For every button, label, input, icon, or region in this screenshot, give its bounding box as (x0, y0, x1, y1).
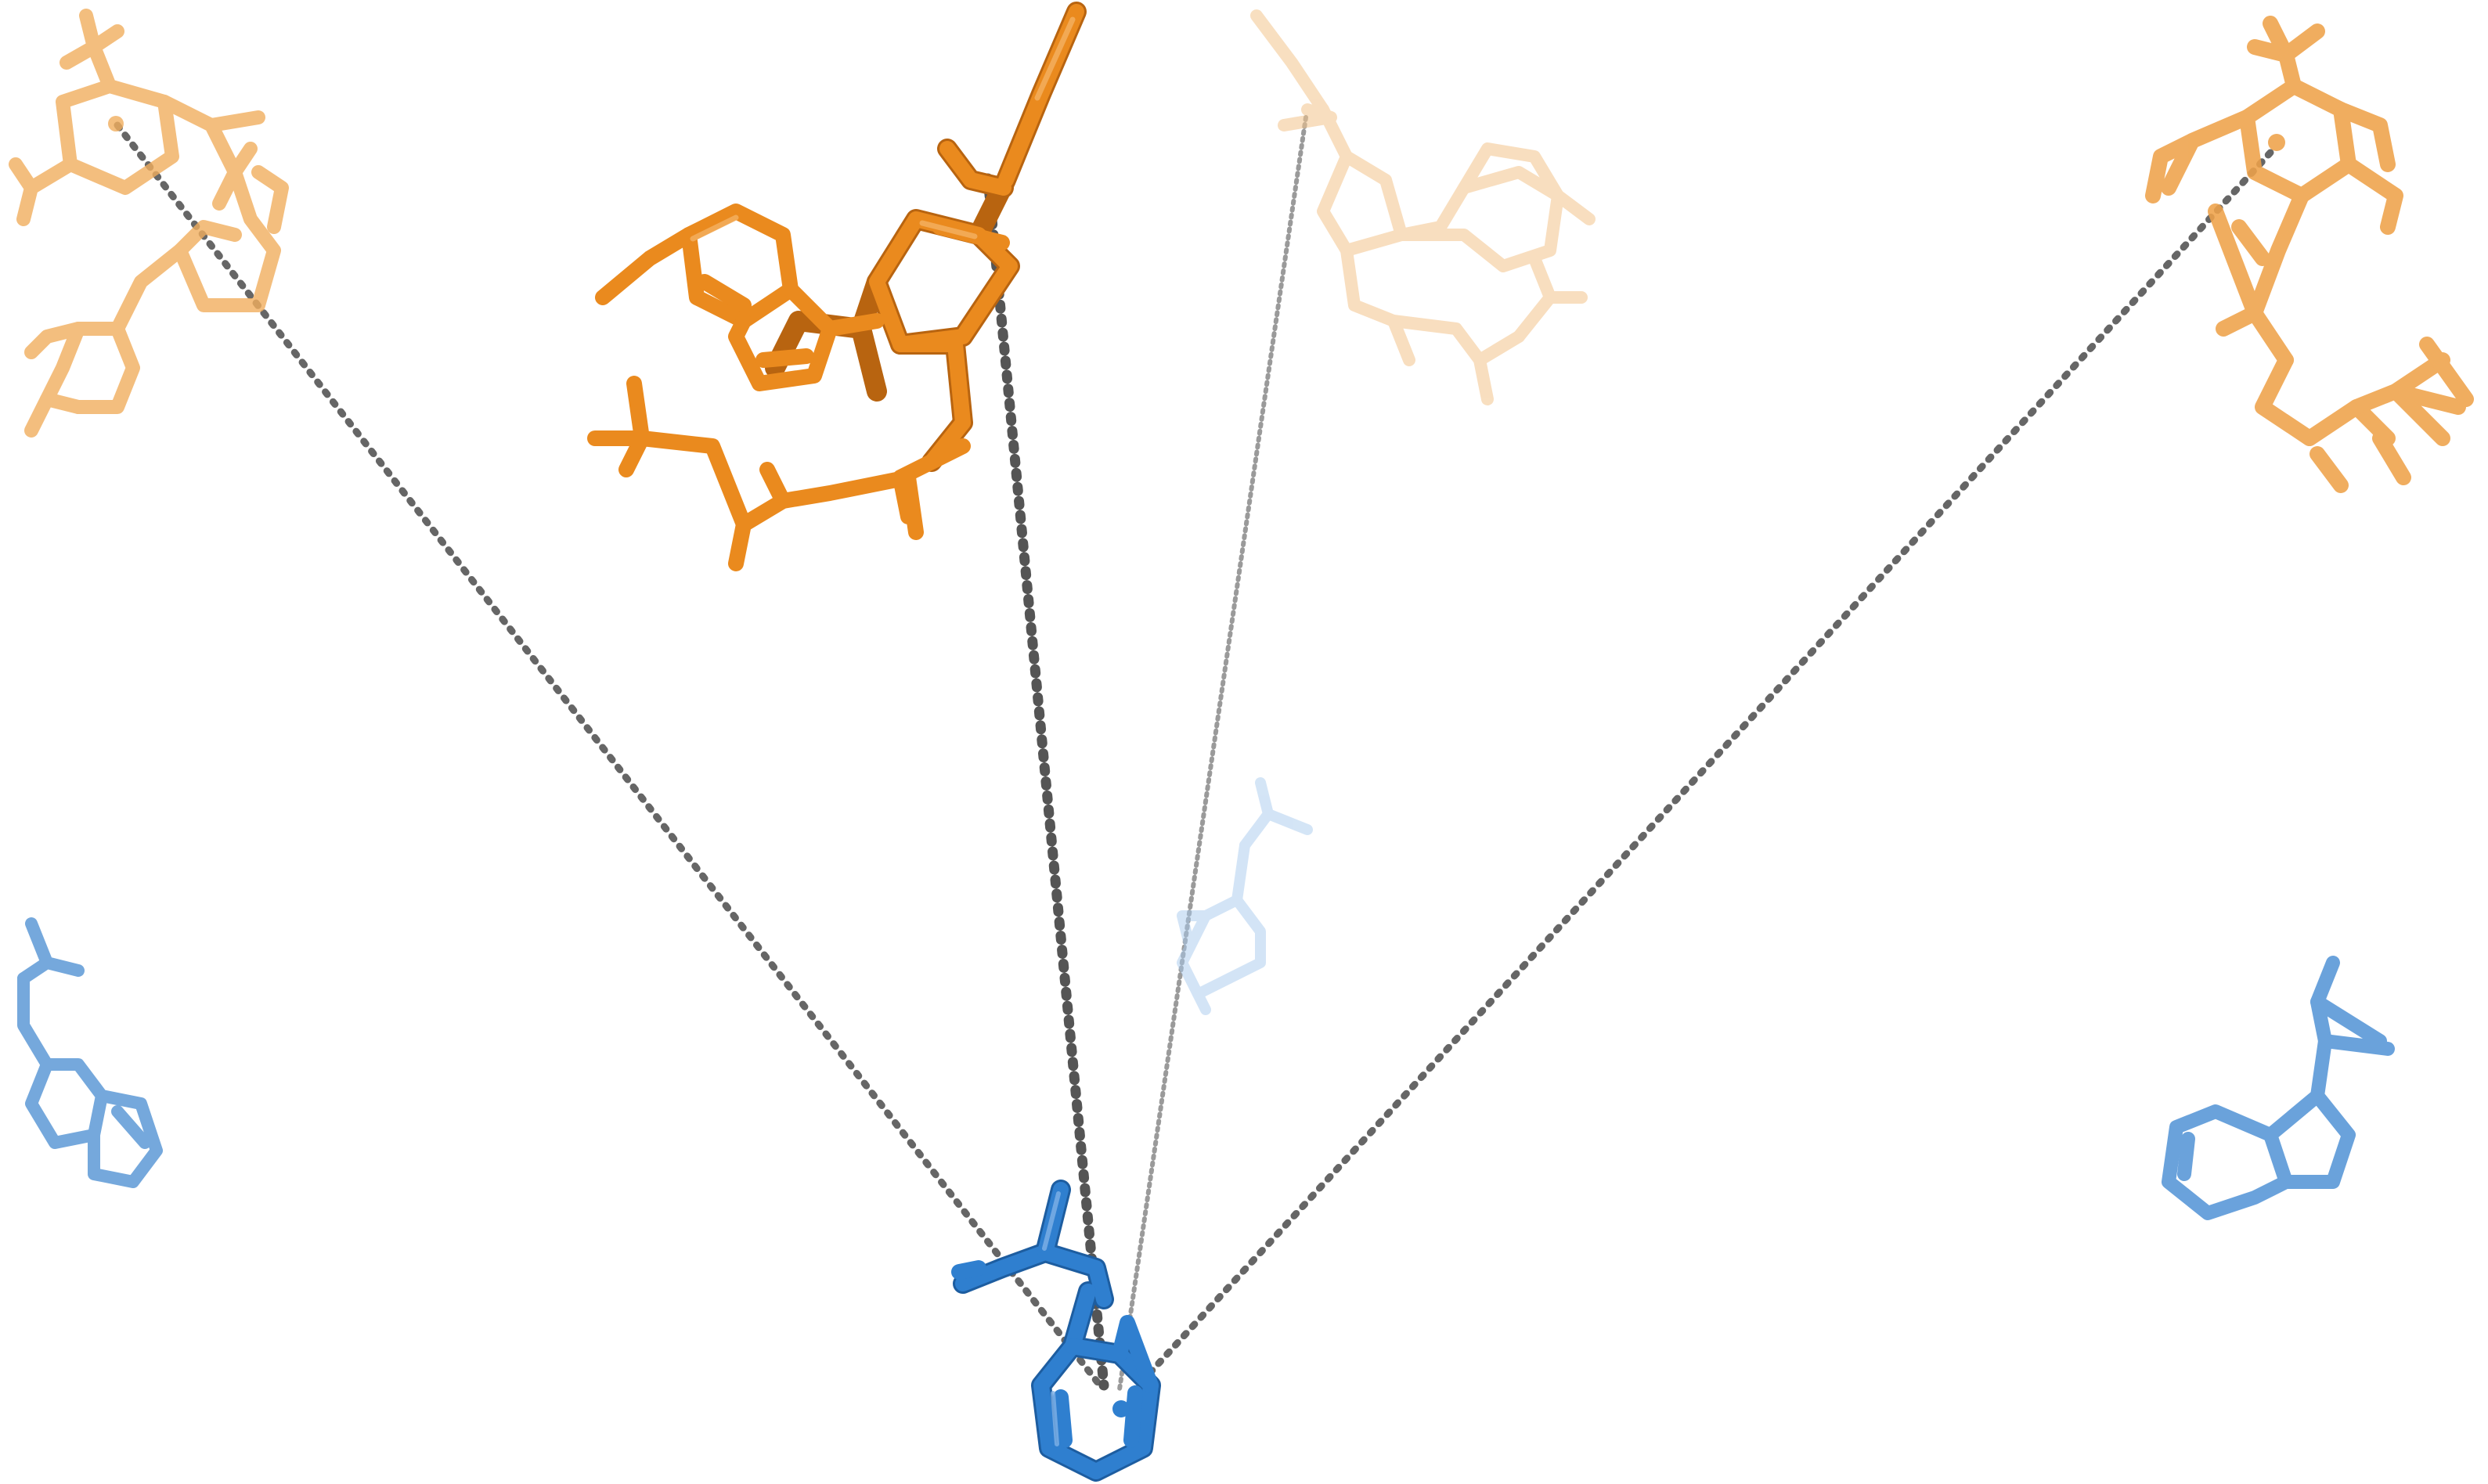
residue-left (17, 917, 163, 1188)
distance-line-ghost (1117, 115, 1308, 1392)
ligand-top-right (2145, 16, 2474, 493)
ring-centroid-marker (1112, 1400, 1130, 1417)
residue-center (951, 1180, 1161, 1482)
ligand-top-left (9, 9, 289, 438)
distance-lines (114, 115, 2274, 1397)
ligand-ghost (1250, 9, 1596, 405)
distance-line-top-left (114, 121, 1104, 1389)
distance-line-center (983, 173, 1109, 1391)
residue-right (2162, 956, 2395, 1220)
distance-line-top-right (1127, 149, 2274, 1397)
ligand-center (587, 2, 1087, 571)
residue-ghost (1177, 777, 1313, 1015)
